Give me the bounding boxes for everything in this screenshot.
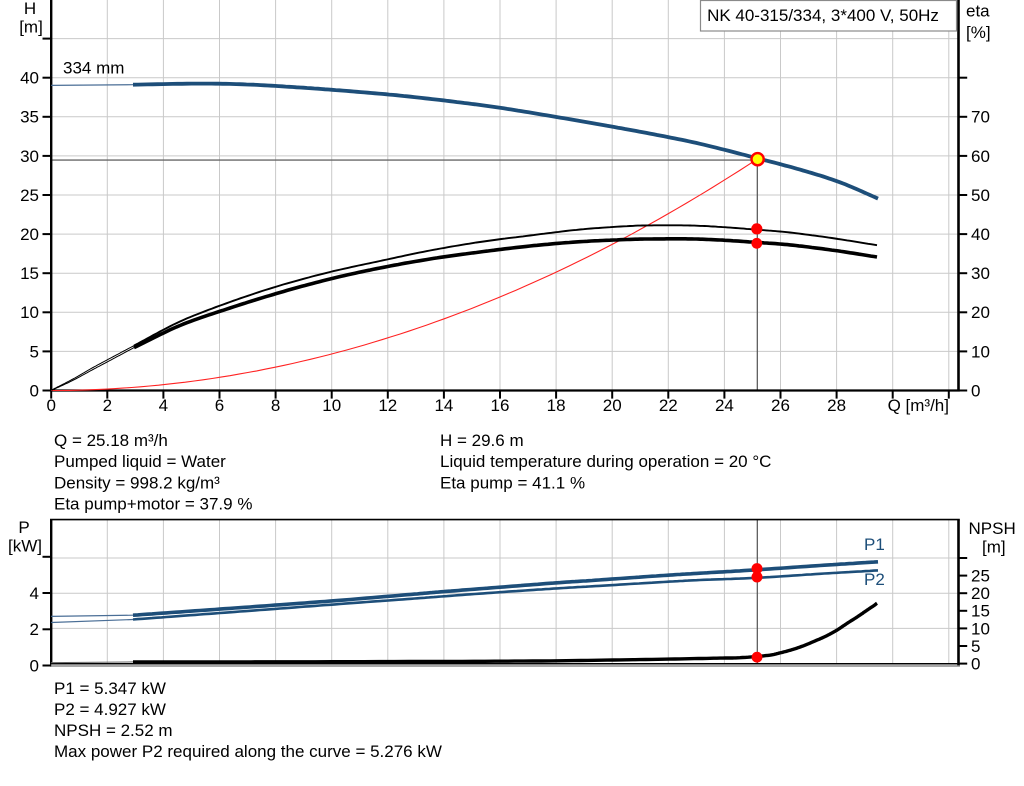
svg-text:4: 4	[30, 584, 39, 603]
svg-text:28: 28	[827, 396, 846, 415]
svg-text:40: 40	[971, 225, 990, 244]
svg-text:2: 2	[30, 620, 39, 639]
svg-text:NPSH: NPSH	[969, 519, 1016, 538]
svg-text:8: 8	[271, 396, 280, 415]
svg-text:20: 20	[20, 225, 39, 244]
svg-text:Eta pump+motor = 37.9 %: Eta pump+motor = 37.9 %	[54, 494, 252, 513]
svg-text:5: 5	[971, 637, 980, 656]
svg-text:P2: P2	[864, 570, 885, 589]
svg-text:eta: eta	[966, 2, 990, 21]
svg-text:H: H	[24, 0, 36, 18]
svg-text:0: 0	[30, 656, 39, 675]
svg-text:35: 35	[20, 108, 39, 127]
svg-text:0: 0	[46, 396, 55, 415]
svg-text:2: 2	[103, 396, 112, 415]
svg-text:4: 4	[159, 396, 168, 415]
svg-text:[%]: [%]	[966, 23, 991, 42]
svg-text:P2 = 4.927 kW: P2 = 4.927 kW	[54, 700, 166, 719]
svg-text:30: 30	[971, 264, 990, 283]
svg-text:NK 40-315/334, 3*400 V, 50Hz: NK 40-315/334, 3*400 V, 50Hz	[707, 6, 939, 25]
svg-text:10: 10	[971, 619, 990, 638]
svg-text:25: 25	[971, 567, 990, 586]
svg-text:P1 = 5.347 kW: P1 = 5.347 kW	[54, 679, 166, 698]
svg-text:Pumped liquid = Water: Pumped liquid = Water	[54, 452, 226, 471]
svg-text:10: 10	[322, 396, 341, 415]
svg-text:14: 14	[434, 396, 453, 415]
svg-text:[kW]: [kW]	[8, 537, 42, 556]
svg-text:10: 10	[20, 303, 39, 322]
svg-text:5: 5	[30, 342, 39, 361]
svg-text:10: 10	[971, 342, 990, 361]
svg-text:15: 15	[971, 602, 990, 621]
svg-text:P: P	[18, 518, 29, 537]
svg-text:6: 6	[215, 396, 224, 415]
svg-text:24: 24	[715, 396, 734, 415]
svg-text:H = 29.6 m: H = 29.6 m	[440, 431, 524, 450]
svg-text:20: 20	[603, 396, 622, 415]
svg-text:Density = 998.2 kg/m³: Density = 998.2 kg/m³	[54, 473, 220, 492]
svg-text:20: 20	[971, 303, 990, 322]
svg-text:P1: P1	[864, 535, 885, 554]
svg-text:334 mm: 334 mm	[63, 59, 124, 78]
svg-text:18: 18	[547, 396, 566, 415]
svg-text:Q = 25.18 m³/h: Q = 25.18 m³/h	[54, 431, 168, 450]
svg-text:0: 0	[971, 655, 980, 674]
svg-text:12: 12	[378, 396, 397, 415]
svg-text:60: 60	[971, 147, 990, 166]
svg-text:NPSH = 2.52 m: NPSH = 2.52 m	[54, 721, 173, 740]
svg-text:0: 0	[971, 381, 980, 400]
svg-text:70: 70	[971, 108, 990, 127]
svg-text:0: 0	[30, 381, 39, 400]
svg-text:Max power P2 required along th: Max power P2 required along the curve = …	[54, 742, 442, 761]
svg-text:Eta pump = 41.1 %: Eta pump = 41.1 %	[440, 473, 585, 492]
svg-text:[m]: [m]	[982, 538, 1006, 557]
svg-text:16: 16	[491, 396, 510, 415]
svg-text:50: 50	[971, 186, 990, 205]
svg-text:15: 15	[20, 264, 39, 283]
svg-text:Liquid temperature during oper: Liquid temperature during operation = 20…	[440, 452, 771, 471]
svg-text:20: 20	[971, 584, 990, 603]
svg-text:40: 40	[20, 69, 39, 88]
svg-text:Q [m³/h]: Q [m³/h]	[888, 396, 949, 415]
svg-text:[m]: [m]	[19, 18, 43, 37]
svg-text:22: 22	[659, 396, 678, 415]
svg-text:30: 30	[20, 147, 39, 166]
svg-text:25: 25	[20, 186, 39, 205]
svg-text:26: 26	[771, 396, 790, 415]
